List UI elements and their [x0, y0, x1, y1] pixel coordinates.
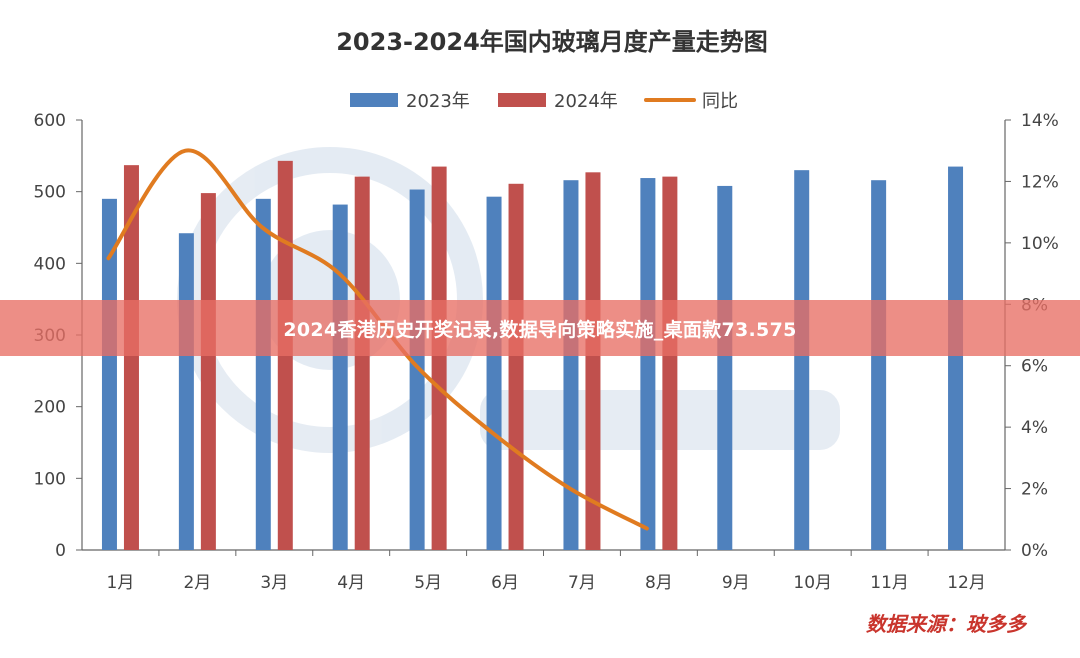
x-tick-label: 12月: [947, 573, 986, 593]
chart-title: 2023-2024年国内玻璃月度产量走势图: [336, 28, 768, 56]
legend: 2023年 2024年 同比: [350, 91, 738, 112]
bar-2023年-7月: [563, 180, 579, 550]
x-tick-label: 3月: [260, 573, 288, 593]
x-tick-label: 1月: [107, 573, 135, 593]
bar-2023年-5月: [409, 189, 425, 550]
legend-label: 2023年: [406, 91, 470, 112]
bar-2023年-3月: [255, 198, 271, 551]
bar-2023年-8月: [640, 178, 656, 551]
bar-2024年-8月: [662, 176, 678, 550]
bar-2024年-7月: [585, 172, 601, 551]
bar-2024年-6月: [508, 183, 524, 551]
y-left-tick-label: 100: [34, 469, 66, 489]
bar-2024年-5月: [431, 166, 447, 551]
legend-swatch-2023年: [350, 93, 398, 107]
y-right-tick-label: 2%: [1021, 480, 1048, 500]
x-tick-label: 4月: [337, 573, 365, 593]
y-right-tick-label: 10%: [1021, 234, 1059, 254]
y-right-tick-label: 4%: [1021, 418, 1048, 438]
bar-2023年-10月: [794, 170, 810, 550]
x-tick-label: 8月: [645, 573, 673, 593]
x-tick-label: 10月: [793, 573, 832, 593]
x-tick-label: 9月: [722, 573, 750, 593]
x-tick-label: 2月: [183, 573, 211, 593]
y-left-tick-label: 0: [55, 541, 66, 561]
overlay-banner: 2024香港历史开奖记录,数据导向策略实施_桌面款73.575: [0, 300, 1080, 356]
bar-2023年-12月: [948, 166, 964, 551]
x-tick-label: 11月: [870, 573, 909, 593]
banner-text: 2024香港历史开奖记录,数据导向策略实施_桌面款73.575: [283, 318, 797, 341]
y-right-tick-label: 6%: [1021, 357, 1048, 377]
data-source-label: 数据来源：玻多多: [866, 612, 1026, 636]
bar-2023年-1月: [101, 198, 117, 551]
bar-2023年-6月: [486, 196, 502, 550]
x-tick-label: 6月: [491, 573, 519, 593]
y-left-tick-label: 400: [34, 254, 66, 274]
x-tick-label: 7月: [568, 573, 596, 593]
bar-2023年-9月: [717, 185, 733, 550]
y-right-tick-label: 0%: [1021, 541, 1048, 561]
bar-2024年-2月: [200, 193, 216, 550]
bar-2024年-4月: [354, 176, 370, 550]
bar-2023年-11月: [871, 180, 887, 550]
y-right-tick-label: 14%: [1021, 111, 1059, 131]
legend-label: 2024年: [554, 91, 618, 112]
y-right-tick-label: 12%: [1021, 172, 1059, 192]
y-left-tick-label: 200: [34, 398, 66, 418]
y-left-tick-label: 600: [34, 111, 66, 131]
legend-swatch-2024年: [498, 93, 546, 107]
bar-2024年-1月: [123, 165, 139, 550]
bar-2023年-2月: [178, 233, 194, 550]
bar-2023年-4月: [332, 204, 348, 551]
legend-label: 同比: [702, 91, 738, 112]
x-tick-label: 5月: [414, 573, 442, 593]
y-left-tick-label: 500: [34, 183, 66, 203]
